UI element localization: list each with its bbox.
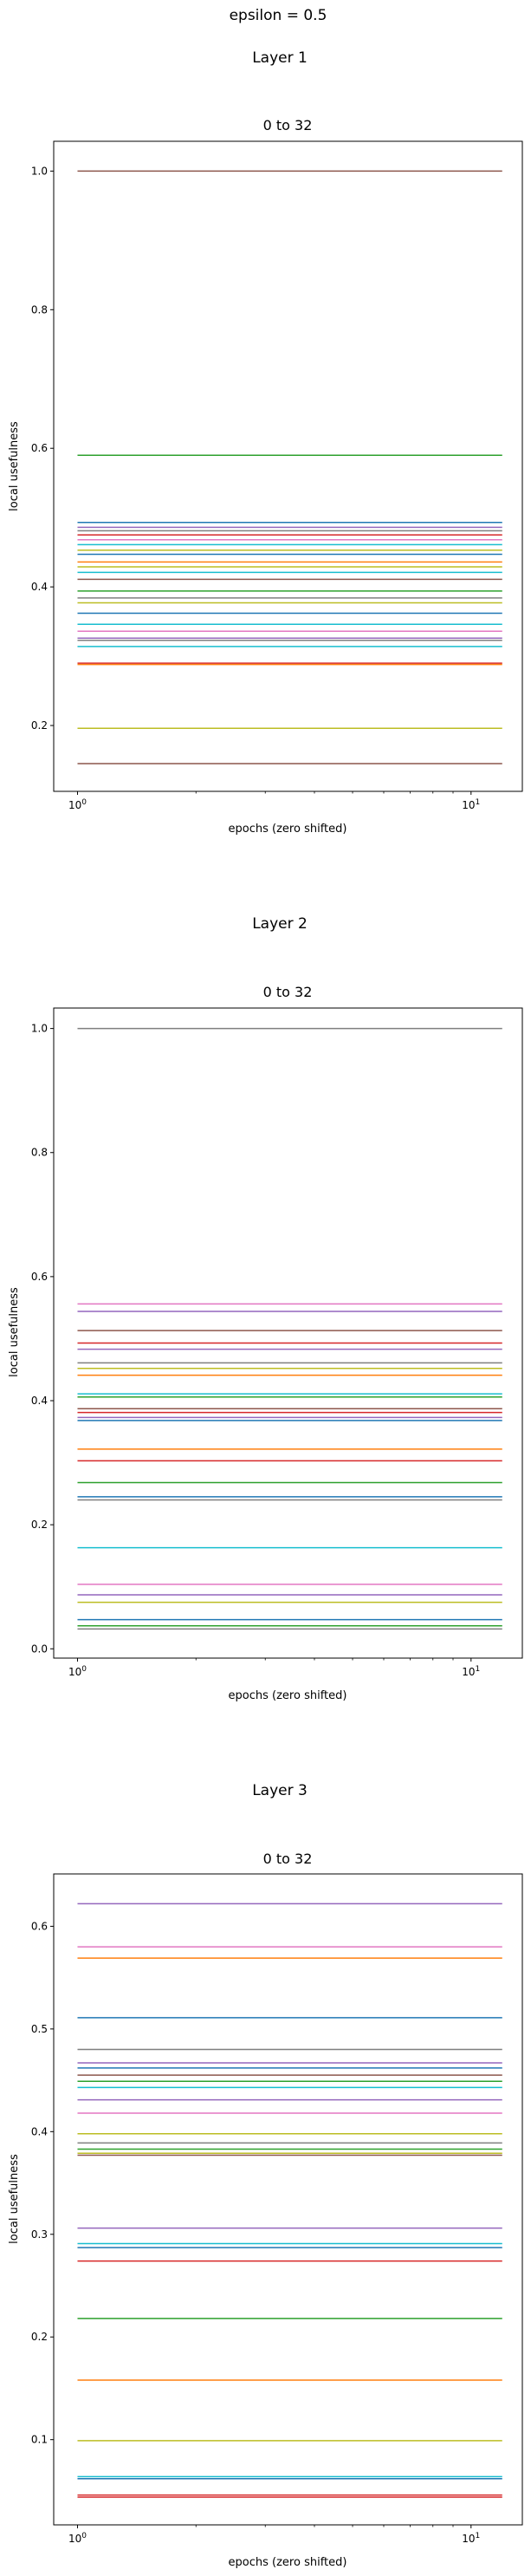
layer-3-y-tick-label-4: 0.4 — [31, 2125, 48, 2137]
layer-1-axes-frame — [53, 140, 523, 792]
layer-2-panel: Layer 2 0 to 32 local usefulness epochs … — [8, 915, 523, 1702]
layer-1-label: Layer 1 — [252, 49, 308, 67]
layer-2-y-tick-label-6: 1.0 — [31, 1023, 48, 1035]
layer-3-y-tick-label-5: 0.5 — [31, 2023, 48, 2035]
layer-2-axes-frame — [53, 1007, 523, 1659]
layer-1-y-axis-label: local usefulness — [8, 421, 21, 511]
layer-2-y-axis-label: local usefulness — [8, 1287, 21, 1377]
layer-1-y-tick-label-2: 0.4 — [31, 581, 48, 593]
layer-2-y-tick-label-1: 0.0 — [31, 1643, 48, 1655]
layer-1-chart-title: 0 to 32 — [263, 117, 313, 133]
layer-1-x-tick-label-2: 101 — [462, 798, 480, 811]
layer-1-y-tick-label-4: 0.8 — [31, 303, 48, 315]
layer-3-y-axis-label: local usefulness — [8, 2154, 21, 2244]
layer-2-y-tick-label-5: 0.8 — [31, 1147, 48, 1159]
figure-suptitle: epsilon = 0.5 — [230, 7, 327, 24]
layer-3-y-tick-label-6: 0.6 — [31, 1920, 48, 1932]
layer-2-y-tick-label-3: 0.4 — [31, 1395, 48, 1407]
layer-1-x-tick-label-1: 100 — [68, 798, 87, 811]
layer-3-x-tick-label-1: 100 — [68, 2532, 87, 2545]
layer-1-y-tick-label-3: 0.6 — [31, 442, 48, 454]
layer-1-y-tick-label-5: 1.0 — [31, 165, 48, 177]
layer-3-y-tick-label-3: 0.3 — [31, 2228, 48, 2241]
layer-2-label: Layer 2 — [252, 915, 308, 933]
layer-3-x-axis-label: epochs (zero shifted) — [229, 2556, 347, 2569]
layer-2-plot: 0.0 0.2 0.4 0.6 0.8 1.0 100 101 — [31, 1007, 523, 1678]
layer-1-y-tick-label-1: 0.2 — [31, 719, 48, 732]
layer-2-y-tick-label-4: 0.6 — [31, 1271, 48, 1283]
layer-2-x-axis-label: epochs (zero shifted) — [229, 1689, 347, 1702]
layer-1-x-axis-label: epochs (zero shifted) — [229, 823, 347, 836]
layer-3-panel: Layer 3 0 to 32 local usefulness epochs … — [8, 1782, 523, 2569]
layer-3-label: Layer 3 — [252, 1782, 308, 1799]
layer-3-x-tick-label-2: 101 — [462, 2532, 480, 2545]
layer-3-y-tick-label-1: 0.1 — [31, 2434, 48, 2446]
layer-3-plot: 0.1 0.2 0.3 0.4 0.5 0.6 100 101 — [31, 1873, 523, 2545]
layer-3-axes-frame — [53, 1873, 523, 2526]
layer-1-panel: Layer 1 0 to 32 local usefulness epochs … — [8, 49, 523, 836]
layer-2-y-tick-label-2: 0.2 — [31, 1519, 48, 1531]
layer-1-plot: 0.2 0.4 0.6 0.8 1.0 100 101 — [31, 140, 523, 811]
layer-2-x-tick-label-1: 100 — [68, 1665, 87, 1678]
layer-3-y-tick-label-2: 0.2 — [31, 2331, 48, 2343]
layer-3-chart-title: 0 to 32 — [263, 1851, 313, 1867]
layer-2-x-tick-label-2: 101 — [462, 1665, 480, 1678]
layer-2-chart-title: 0 to 32 — [263, 984, 313, 1000]
